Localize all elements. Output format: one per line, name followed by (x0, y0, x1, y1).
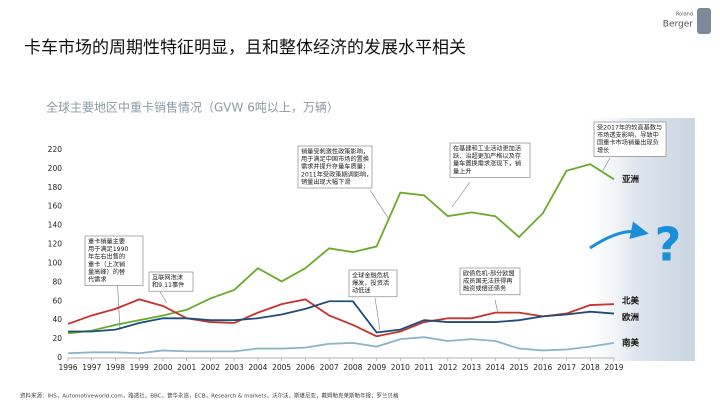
annotation-leader (451, 181, 471, 208)
annotation-text: 2011年受政策期调影响， (301, 170, 372, 178)
y-tick-label: 0 (57, 353, 62, 362)
y-tick-label: 120 (48, 240, 63, 249)
annotation-text: 国重卡市场销量出现负 (597, 139, 659, 147)
annotation-text: 爆发，投资活 (352, 279, 389, 287)
annotation-text: 受2017年的较高基数与 (597, 124, 662, 132)
x-tick-label: 2016 (533, 363, 552, 372)
source-note: 资料来源：IHS，Automotiveworld.com，路透社，BBC，普华永… (20, 392, 399, 400)
annotation-leader (159, 291, 168, 304)
x-tick-label: 2013 (462, 363, 481, 372)
x-tick-label: 2008 (343, 363, 362, 372)
x-tick-label: 1996 (58, 363, 77, 372)
logo-text: Berger (663, 20, 694, 30)
x-tick-label: 2015 (509, 363, 528, 372)
annotation-text: 和9.11事件 (152, 281, 184, 289)
x-tick-label: 2019 (604, 363, 623, 372)
y-tick-label: 60 (52, 296, 62, 305)
annotation-leader (374, 297, 381, 331)
x-tick-label: 2018 (581, 363, 600, 372)
chart-subtitle: 全球主要地区中重卡销售情况（GVW 6吨以上，万辆） (46, 100, 339, 115)
annotation-box (459, 267, 521, 296)
annotation-text: 融资或偿还债务 (463, 285, 506, 293)
logo-mark (697, 8, 711, 34)
annotation-text: 用于满足1990 (88, 245, 129, 253)
series-line (67, 163, 615, 335)
trend-arrow (589, 221, 649, 250)
x-tick-label: 2005 (272, 363, 291, 372)
annotation-text: 互联网泡沫 (152, 274, 183, 282)
annotation-text: 需求并提升存量车质量； (301, 163, 369, 171)
annotation-text: 全球金融危机 (352, 272, 390, 280)
annotation-text: 欧债危机-部分欧盟 (463, 270, 515, 278)
series-line (68, 300, 615, 334)
series-line (67, 336, 615, 355)
series-label: 南美 (622, 337, 640, 348)
y-tick-label: 200 (48, 164, 63, 173)
x-tick-label: 2001 (177, 363, 196, 372)
x-tick-label: 2003 (225, 363, 244, 372)
annotation-text: 重卡销量主要 (88, 238, 125, 246)
x-tick-label: 2000 (153, 363, 172, 372)
y-tick-label: 140 (48, 221, 63, 230)
x-tick-label: 2010 (391, 363, 410, 372)
y-tick-label: 100 (48, 258, 63, 267)
annotation-text: 量车置换需求涨现下，销 (453, 160, 521, 168)
x-tick-label: 2009 (367, 363, 386, 372)
y-tick-label: 80 (52, 277, 62, 286)
x-tick-label: 2017 (557, 363, 576, 372)
y-tick-label: 20 (52, 334, 62, 343)
annotation-box (148, 271, 194, 292)
x-tick-label: 2002 (201, 363, 220, 372)
annotation-text: 增长 (597, 146, 609, 154)
annotation-text: 重卡（上次销 (88, 260, 125, 268)
x-tick-label: 1997 (82, 363, 101, 372)
x-tick-label: 1998 (106, 363, 125, 372)
annotation-text: 量高峰）的替 (88, 268, 125, 276)
annotation-text: 成员国无法获得再 (463, 277, 513, 285)
x-tick-label: 1999 (130, 363, 149, 372)
annotation-box (297, 145, 373, 189)
annotation-box (84, 235, 144, 286)
series-label: 亚洲 (622, 175, 639, 185)
x-tick-label: 2004 (248, 363, 267, 372)
x-tick-label: 2014 (486, 363, 505, 372)
annotation-text: 在基建和工业活动更加活 (453, 145, 521, 153)
x-tick-label: 2006 (296, 363, 315, 372)
y-tick-label: 40 (52, 315, 62, 324)
logo-text: Roland (676, 12, 693, 18)
x-tick-label: 2011 (415, 363, 434, 372)
series-line (67, 298, 615, 338)
y-tick-label: 160 (48, 202, 63, 211)
annotation-text: 用于满足中国市场的置换 (301, 155, 369, 163)
y-tick-label: 180 (48, 183, 63, 192)
annotation-text: 年左右出售的 (88, 253, 125, 261)
x-tick-label: 2012 (438, 363, 457, 372)
annotation-text: 动低迷 (352, 287, 371, 295)
annotation-text: 销量出现大幅下滑 (301, 178, 351, 186)
annotation-text: 市场透支影响，导致中 (597, 131, 659, 139)
series-label: 欧洲 (622, 312, 639, 323)
annotation-box (593, 121, 667, 157)
annotation-text: 跃、治超更加严格以及存 (453, 152, 521, 160)
annotation-text: 销量受刺激性政策影响， (301, 148, 369, 156)
annotation-leader (601, 157, 611, 173)
annotation-leader (494, 299, 499, 314)
annotation-box (348, 269, 398, 298)
annotation-leader (369, 189, 389, 219)
annotation-text: 量上升 (453, 167, 472, 175)
y-tick-label: 220 (48, 145, 63, 154)
slide-title: 卡车市场的周期性特征明显，且和整体经济的发展水平相关 (24, 38, 466, 58)
series-label: 北美 (622, 296, 640, 307)
x-tick-label: 2007 (320, 363, 339, 372)
annotation-box (449, 142, 531, 178)
question-mark: ? (655, 218, 682, 272)
forecast-shade (575, 118, 695, 361)
annotation-text: 代需求 (88, 276, 107, 284)
